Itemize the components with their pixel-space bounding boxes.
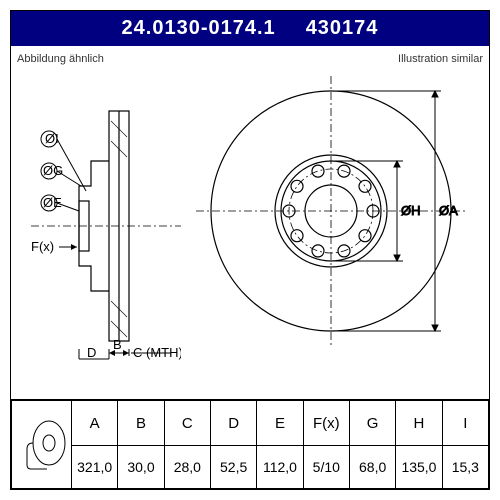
val-A: 321,0 [72,446,118,489]
col-D: D [210,401,256,446]
label-H: ØH [401,203,421,218]
val-F: 5/10 [303,446,349,489]
spec-table-wrap: A B C D E F(x) G H I 321,0 30,0 28,0 52,… [11,399,489,489]
table-value-row: 321,0 30,0 28,0 52,5 112,0 5/10 68,0 135… [12,446,489,489]
col-F: F(x) [303,401,349,446]
spec-table: A B C D E F(x) G H I 321,0 30,0 28,0 52,… [11,400,489,489]
col-A: A [72,401,118,446]
col-G: G [349,401,395,446]
diagram-frame: 24.0130-0174.1 430174 Abbildung ähnlich I… [10,10,490,490]
table-header-row: A B C D E F(x) G H I [12,401,489,446]
disc-icon-cell [12,401,72,489]
subtitle-right: Illustration similar [398,53,483,65]
col-E: E [257,401,303,446]
val-C: 28,0 [164,446,210,489]
label-B: B [113,337,122,352]
val-I: 15,3 [442,446,488,489]
header-bar: 24.0130-0174.1 430174 [11,11,489,46]
col-H: H [396,401,442,446]
col-B: B [118,401,164,446]
label-F: F(x) [31,239,54,254]
disc-icon [17,415,67,475]
part-number: 24.0130-0174.1 [122,17,276,39]
val-G: 68,0 [349,446,395,489]
drawing-area: ØI ØG ØE F(x) [11,71,489,399]
col-C: C [164,401,210,446]
val-H: 135,0 [396,446,442,489]
val-D: 52,5 [210,446,256,489]
label-I: ØI [45,131,59,146]
side-view: ØI ØG ØE F(x) [31,91,151,331]
label-D: D [87,345,96,360]
label-A: ØA [439,203,458,218]
label-E: ØE [43,195,62,210]
short-code: 430174 [306,17,379,39]
front-view: ØH ØA [191,71,451,331]
side-view-svg: ØI ØG ØE F(x) [31,91,181,361]
subtitle: Abbildung ähnlich Illustration similar [11,51,489,67]
val-E: 112,0 [257,446,303,489]
subtitle-left: Abbildung ähnlich [17,53,104,65]
col-I: I [442,401,488,446]
front-view-svg: ØH ØA [191,71,471,351]
label-G: ØG [43,163,63,178]
val-B: 30,0 [118,446,164,489]
